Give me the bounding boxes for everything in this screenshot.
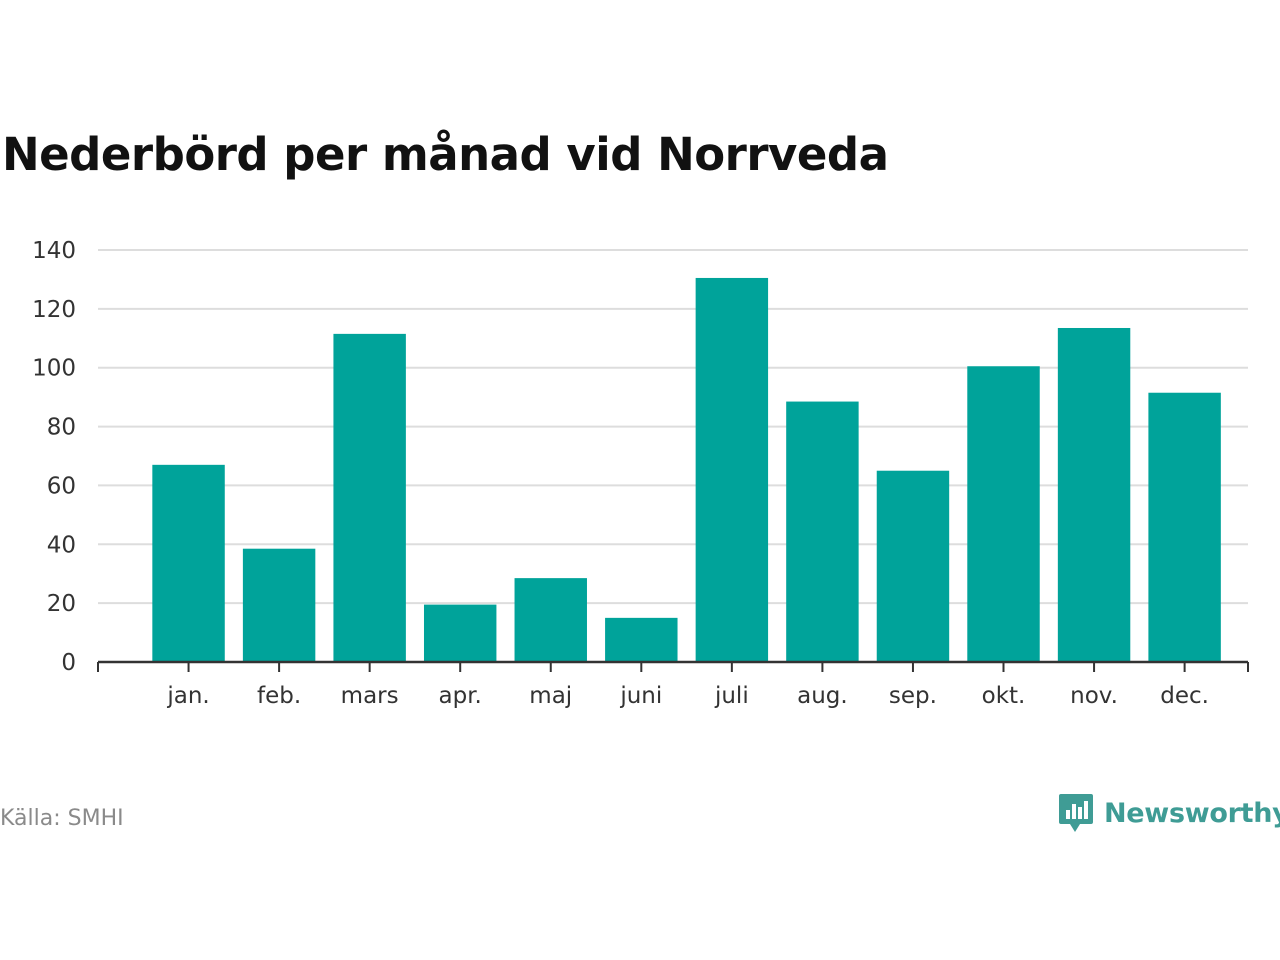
bar: [152, 464, 225, 662]
x-tick-label: aug.: [797, 683, 848, 709]
x-tick-label: okt.: [982, 683, 1026, 709]
bar: [786, 401, 859, 662]
y-tick-label: 20: [47, 591, 76, 617]
x-tick-label: sep.: [889, 683, 937, 709]
y-axis-labels: 0 20 40 60 80 100 120 140: [32, 238, 76, 676]
bar: [1057, 327, 1131, 662]
x-tick-label: juli: [714, 683, 749, 709]
bar: [876, 470, 950, 662]
bar: [605, 617, 678, 662]
brand-logo: Newsworthy: [1058, 792, 1280, 834]
chart-title: Nederbörd per månad vid Norrveda: [2, 128, 889, 181]
y-tick-label: 140: [32, 238, 76, 264]
brand-name: Newsworthy: [1104, 797, 1280, 829]
y-tick-label: 80: [47, 415, 76, 441]
x-tick-label: apr.: [439, 683, 482, 709]
x-axis: jan. feb. mars apr. maj juni juli aug. sep. okt. n…: [97, 660, 1249, 709]
bar: [967, 366, 1040, 662]
x-tick-label: dec.: [1160, 683, 1209, 709]
bar: [242, 548, 316, 662]
x-tick-label: feb.: [257, 683, 301, 709]
y-tick-label: 0: [61, 650, 76, 676]
source-note: Källa: SMHI: [0, 806, 124, 831]
bar: [423, 604, 497, 662]
x-tick-label: mars: [341, 683, 399, 709]
bar: [695, 277, 769, 662]
y-tick-label: 120: [32, 297, 76, 323]
bar: [333, 333, 406, 662]
x-tick-label: juni: [619, 683, 662, 709]
x-tick-label: nov.: [1070, 683, 1118, 709]
bar: [514, 578, 587, 662]
bar-chart-speech-bubble-icon: [1059, 794, 1093, 832]
y-tick-label: 40: [47, 532, 76, 558]
y-tick-label: 100: [32, 356, 76, 382]
x-tick-label: jan.: [166, 683, 209, 709]
bar: [1148, 392, 1221, 662]
y-tick-label: 60: [47, 473, 76, 499]
x-tick-label: maj: [529, 683, 572, 709]
bars: [152, 277, 1221, 662]
